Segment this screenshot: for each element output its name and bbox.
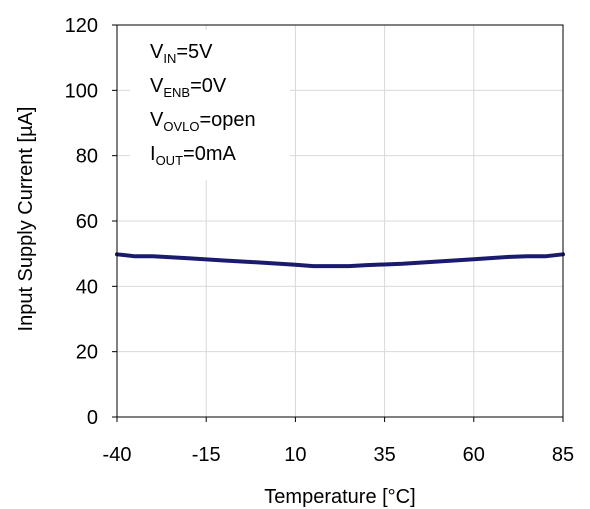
condition-annotation: VIN=5V — [150, 41, 213, 66]
annotation-subscript: OUT — [156, 153, 184, 168]
supply-current-line — [115, 252, 565, 269]
y-tick-label: 120 — [65, 15, 98, 37]
annotation-subscript: ENB — [163, 85, 190, 100]
x-tick-label: -15 — [192, 444, 221, 466]
condition-annotation: VOVLO=open — [150, 109, 256, 134]
annotation-value: =0mA — [183, 143, 236, 165]
x-axis-label: Temperature [°C] — [264, 486, 415, 508]
annotation-value: =open — [199, 109, 255, 131]
series-group — [115, 252, 565, 269]
condition-annotation: IOUT=0mA — [150, 143, 236, 168]
condition-annotation: VENB=0V — [150, 75, 227, 100]
annotation-value: =5V — [176, 41, 213, 63]
y-tick-label: 60 — [76, 211, 98, 233]
annotation-value: =0V — [190, 75, 227, 97]
annotation-symbol: I — [150, 143, 156, 165]
y-tick-label: 40 — [76, 276, 98, 298]
grid — [117, 25, 563, 417]
x-tick-label: 10 — [284, 444, 306, 466]
y-tick-label: 0 — [87, 407, 98, 429]
y-axis-label: Input Supply Current [µA] — [15, 107, 37, 332]
x-tick-label: 60 — [463, 444, 485, 466]
annotation-symbol: V — [150, 75, 164, 97]
y-tick-label: 100 — [65, 80, 98, 102]
plot-frame — [116, 24, 564, 418]
annotation-subscript: IN — [163, 51, 176, 66]
annotation-background — [130, 30, 290, 180]
tick-labels: -40 -15 10 35 60 85 0 20 40 60 80 100 120 — [65, 15, 575, 466]
x-tick-label: 85 — [552, 444, 574, 466]
y-tick-label: 20 — [76, 342, 98, 364]
x-tick-label: -40 — [103, 444, 132, 466]
annotation-symbol: V — [150, 109, 164, 131]
x-tick-label: 35 — [373, 444, 395, 466]
annotation-subscript: OVLO — [163, 119, 199, 134]
annotation-symbol: V — [150, 41, 164, 63]
y-tick-label: 80 — [76, 146, 98, 168]
